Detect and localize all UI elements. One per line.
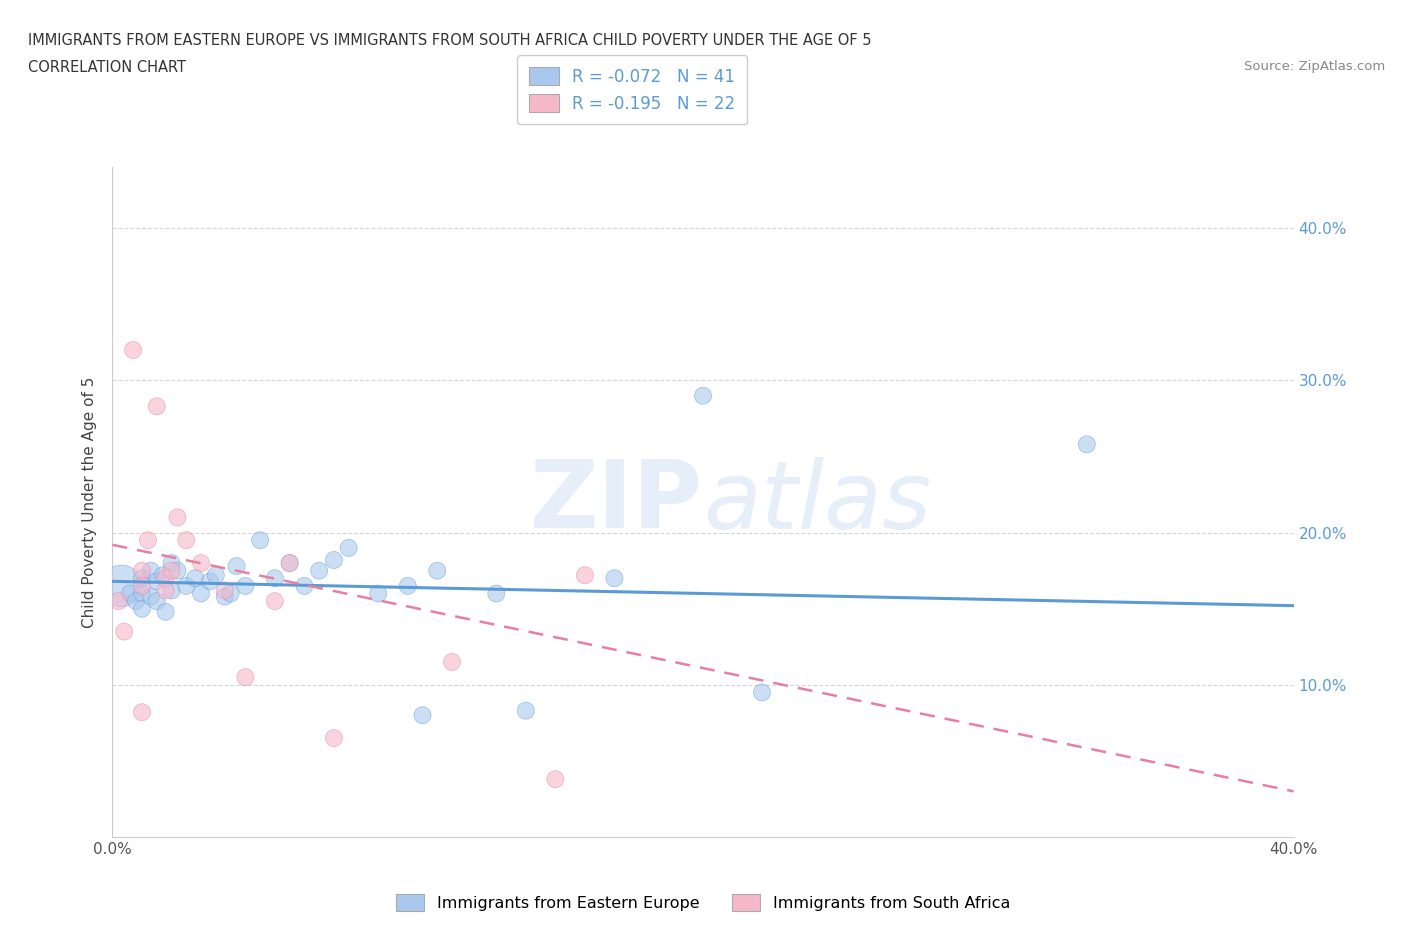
Point — [131, 586, 153, 601]
Point — [278, 555, 301, 570]
Point — [278, 555, 301, 570]
Point — [692, 388, 714, 403]
Point — [323, 552, 346, 567]
Point — [166, 564, 188, 578]
Point — [131, 578, 153, 593]
Point — [1076, 437, 1098, 452]
Point — [292, 578, 315, 593]
Point — [544, 772, 567, 787]
Point — [426, 564, 449, 578]
Point — [367, 586, 389, 601]
Point — [160, 564, 183, 578]
Point — [155, 604, 177, 619]
Point — [233, 578, 256, 593]
Point — [603, 571, 626, 586]
Point — [308, 564, 330, 578]
Point — [233, 670, 256, 684]
Point — [264, 593, 287, 608]
Point — [323, 731, 346, 746]
Point — [155, 571, 177, 586]
Point — [166, 510, 188, 525]
Point — [131, 564, 153, 578]
Point — [139, 589, 162, 604]
Point — [122, 342, 145, 357]
Point — [131, 571, 153, 586]
Point — [146, 574, 169, 589]
Point — [198, 574, 221, 589]
Point — [205, 568, 228, 583]
Point — [485, 586, 508, 601]
Point — [125, 593, 148, 608]
Point — [225, 559, 247, 574]
Point — [155, 583, 177, 598]
Legend: Immigrants from Eastern Europe, Immigrants from South Africa: Immigrants from Eastern Europe, Immigran… — [389, 887, 1017, 917]
Point — [131, 602, 153, 617]
Legend: R = -0.072   N = 41, R = -0.195   N = 22: R = -0.072 N = 41, R = -0.195 N = 22 — [517, 55, 747, 125]
Point — [411, 708, 433, 723]
Point — [574, 568, 596, 583]
Point — [184, 571, 207, 586]
Y-axis label: Child Poverty Under the Age of 5: Child Poverty Under the Age of 5 — [82, 377, 97, 628]
Point — [136, 533, 159, 548]
Point — [139, 564, 162, 578]
Text: IMMIGRANTS FROM EASTERN EUROPE VS IMMIGRANTS FROM SOUTH AFRICA CHILD POVERTY UND: IMMIGRANTS FROM EASTERN EUROPE VS IMMIGR… — [28, 33, 872, 47]
Point — [190, 586, 212, 601]
Point — [160, 555, 183, 570]
Point — [396, 578, 419, 593]
Point — [751, 685, 773, 700]
Point — [190, 555, 212, 570]
Point — [174, 578, 197, 593]
Point — [441, 655, 464, 670]
Point — [214, 583, 236, 598]
Point — [146, 593, 169, 608]
Text: Source: ZipAtlas.com: Source: ZipAtlas.com — [1244, 60, 1385, 73]
Point — [219, 586, 242, 601]
Point — [249, 533, 271, 548]
Point — [160, 583, 183, 598]
Point — [131, 705, 153, 720]
Text: ZIP: ZIP — [530, 457, 703, 548]
Point — [174, 533, 197, 548]
Text: CORRELATION CHART: CORRELATION CHART — [28, 60, 186, 75]
Point — [120, 586, 142, 601]
Text: atlas: atlas — [703, 457, 931, 548]
Point — [337, 540, 360, 555]
Point — [146, 399, 169, 414]
Point — [107, 593, 129, 608]
Point — [264, 571, 287, 586]
Point — [112, 624, 135, 639]
Point — [515, 703, 537, 718]
Point — [214, 589, 236, 604]
Point — [110, 578, 132, 593]
Point — [152, 568, 174, 583]
